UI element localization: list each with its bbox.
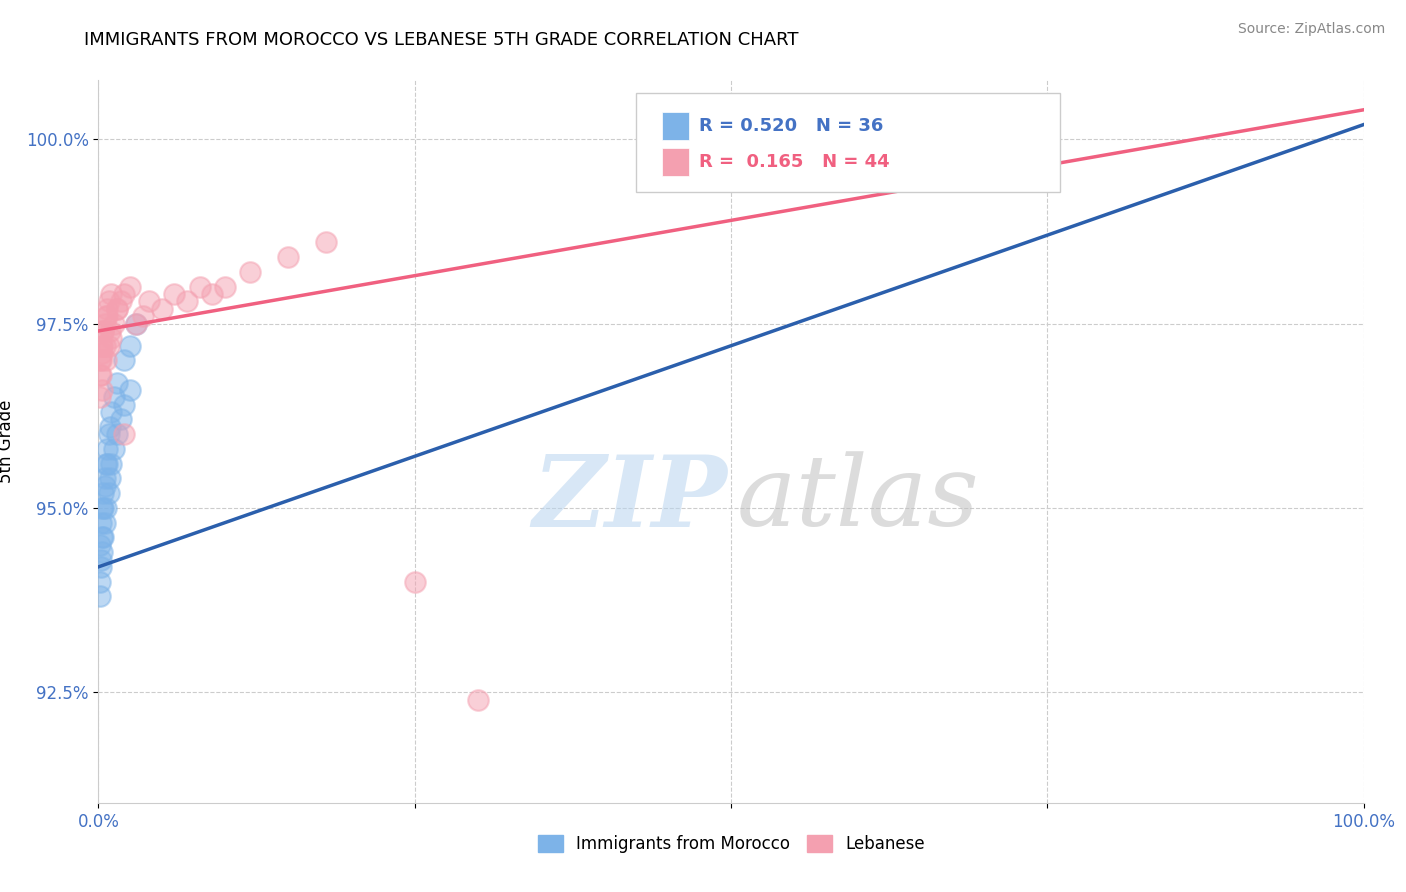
Point xyxy=(107,427,129,442)
Point xyxy=(110,412,132,426)
Point xyxy=(120,339,141,353)
Text: ZIP: ZIP xyxy=(533,451,727,548)
Point xyxy=(163,287,186,301)
Point xyxy=(103,442,125,456)
Point xyxy=(404,574,426,589)
Point xyxy=(91,530,114,544)
Point xyxy=(94,500,117,515)
Text: R =  0.165   N = 44: R = 0.165 N = 44 xyxy=(699,153,890,171)
Point xyxy=(97,339,120,353)
Point xyxy=(100,457,122,471)
Point xyxy=(103,317,125,331)
Point xyxy=(90,339,112,353)
Point xyxy=(91,545,114,559)
Point xyxy=(315,235,337,250)
Point xyxy=(201,287,224,301)
Point xyxy=(93,324,115,338)
Point xyxy=(97,486,120,500)
Point xyxy=(112,427,135,442)
Point xyxy=(138,294,160,309)
Point xyxy=(89,538,111,552)
Point xyxy=(98,471,121,485)
Point xyxy=(100,331,122,345)
Point xyxy=(93,479,117,493)
Point xyxy=(90,560,112,574)
Bar xyxy=(661,148,689,176)
Point xyxy=(910,132,932,146)
Point xyxy=(89,390,111,404)
Point xyxy=(277,250,299,264)
Point xyxy=(98,324,121,338)
Point xyxy=(107,301,129,316)
Point xyxy=(98,419,121,434)
Point xyxy=(103,390,125,404)
Point xyxy=(89,590,111,604)
Point xyxy=(112,398,135,412)
Point xyxy=(94,353,117,368)
Point xyxy=(93,500,115,515)
Point xyxy=(110,294,132,309)
Point xyxy=(112,287,135,301)
Point xyxy=(125,317,148,331)
Point xyxy=(150,301,173,316)
Point xyxy=(97,294,120,309)
Point xyxy=(90,353,112,368)
Point xyxy=(90,552,112,566)
Point xyxy=(90,368,112,383)
Point xyxy=(91,339,114,353)
Point xyxy=(90,516,112,530)
Point xyxy=(467,692,489,706)
Point xyxy=(96,301,118,316)
Point xyxy=(91,500,114,515)
Point xyxy=(91,346,114,360)
Text: atlas: atlas xyxy=(737,451,979,547)
Point xyxy=(120,279,141,293)
Point xyxy=(93,471,117,485)
Point xyxy=(89,368,111,383)
FancyBboxPatch shape xyxy=(636,93,1060,193)
Point xyxy=(132,309,155,323)
Y-axis label: 5th Grade: 5th Grade xyxy=(0,400,14,483)
Point xyxy=(214,279,236,293)
Point xyxy=(89,353,111,368)
Point xyxy=(93,324,115,338)
Point xyxy=(97,427,120,442)
Point xyxy=(94,309,117,323)
Point xyxy=(93,516,117,530)
Point xyxy=(239,265,262,279)
Point xyxy=(93,530,115,544)
Point xyxy=(120,383,141,397)
Point xyxy=(100,287,122,301)
Point xyxy=(89,574,111,589)
Point xyxy=(125,317,148,331)
Text: R = 0.520   N = 36: R = 0.520 N = 36 xyxy=(699,117,884,135)
Point xyxy=(93,317,117,331)
Point xyxy=(112,353,135,368)
Point xyxy=(96,457,118,471)
Point xyxy=(93,486,115,500)
Point xyxy=(107,376,129,390)
Point xyxy=(91,383,114,397)
Point xyxy=(657,132,679,146)
Text: Source: ZipAtlas.com: Source: ZipAtlas.com xyxy=(1237,22,1385,37)
Point xyxy=(176,294,198,309)
Bar xyxy=(661,112,689,139)
Point xyxy=(96,442,118,456)
Point xyxy=(100,405,122,419)
Legend: Immigrants from Morocco, Lebanese: Immigrants from Morocco, Lebanese xyxy=(531,828,931,860)
Point xyxy=(107,301,129,316)
Point xyxy=(96,309,118,323)
Point xyxy=(188,279,211,293)
Text: IMMIGRANTS FROM MOROCCO VS LEBANESE 5TH GRADE CORRELATION CHART: IMMIGRANTS FROM MOROCCO VS LEBANESE 5TH … xyxy=(84,31,799,49)
Point xyxy=(93,339,117,353)
Point xyxy=(94,457,117,471)
